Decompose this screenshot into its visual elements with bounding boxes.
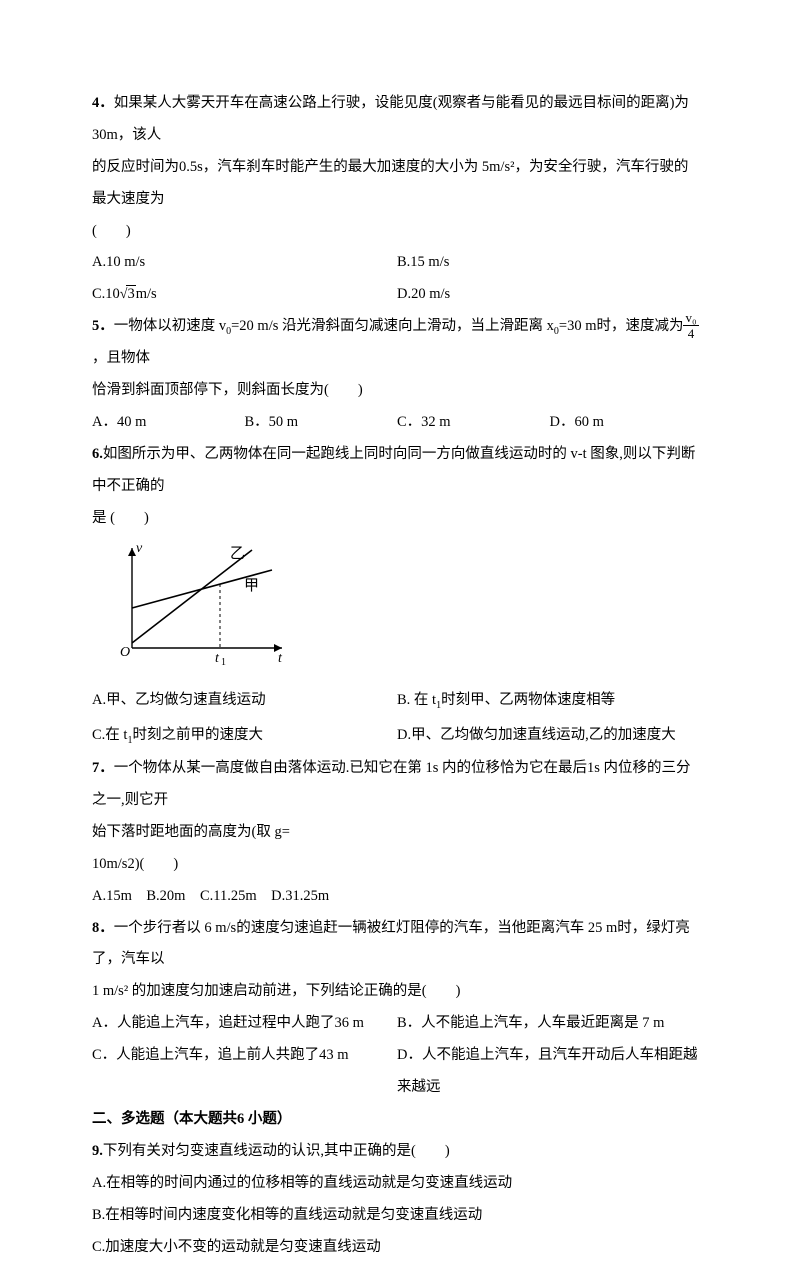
q4-c-pre: C.10 — [92, 286, 120, 302]
q6-opt-b: B. 在 t1时刻甲、乙两物体速度相等 — [397, 683, 702, 718]
q8-number: 8． — [92, 920, 114, 936]
graph-t-axis: t — [278, 651, 283, 666]
q8-options-row2: C．人能追上汽车，追上前人共跑了43 m D．人不能追上汽车，且汽车开动后人车相… — [92, 1040, 702, 1104]
q4-opt-b: B.15 m/s — [397, 247, 702, 279]
q9-number: 9. — [92, 1143, 103, 1159]
vt-graph-icon: O v t t 1 乙 甲 — [112, 538, 292, 668]
q5-text-a2: =20 m/s 沿光滑斜面匀减速向上滑动，当上滑距离 x — [231, 318, 554, 334]
q7-number: 7． — [92, 760, 114, 776]
page: 4．如果某人大雾天开车在高速公路上行驶，设能见度(观察者与能看见的最远目标间的距… — [0, 0, 794, 1123]
q5-frac-num: v₀ — [683, 311, 698, 326]
graph-v-axis: v — [136, 541, 143, 556]
q4-c-rad: 3 — [126, 285, 135, 302]
q7-opt-a: A.15m — [92, 888, 132, 904]
q8-line2: 1 m/s² 的加速度匀加速启动前进，下列结论正确的是( ) — [92, 976, 702, 1008]
q7-options: A.15m B.20m C.11.25m D.31.25m — [92, 881, 702, 913]
q4-line1: 4．如果某人大雾天开车在高速公路上行驶，设能见度(观察者与能看见的最远目标间的距… — [92, 88, 702, 152]
q4-number: 4． — [92, 95, 114, 111]
q6-number: 6. — [92, 446, 103, 462]
q4-opt-a: A.10 m/s — [92, 247, 397, 279]
sqrt-icon: 3 — [120, 279, 136, 311]
q8-opt-d: D．人不能追上汽车，且汽车开动后人车相距越来越远 — [397, 1040, 702, 1104]
q7-text-a: 一个物体从某一高度做自由落体运动.已知它在第 1s 内的位移恰为它在最后1s 内… — [92, 760, 691, 808]
q6-options-row1: A.甲、乙均做匀速直线运动 B. 在 t1时刻甲、乙两物体速度相等 — [92, 683, 702, 718]
q6-line2: 是 ( ) — [92, 503, 702, 535]
q8-options-row1: A．人能追上汽车，追赶过程中人跑了36 m B．人不能追上汽车，人车最近距离是 … — [92, 1008, 702, 1040]
q5-number: 5． — [92, 318, 114, 334]
q4-opt-d: D.20 m/s — [397, 279, 702, 311]
q5-text-a3: =30 m时，速度减为 — [559, 318, 684, 334]
q5-text-a: 一物体以初速度 v — [114, 318, 226, 334]
q7-line2: 始下落时距地面的高度为(取 g= — [92, 817, 702, 849]
q5-opt-c: C．32 m — [397, 407, 550, 439]
q4-opt-c: C.10 3m/s — [92, 279, 397, 311]
q5-frac-den: 4 — [683, 326, 698, 340]
q7-opt-c: C.11.25m — [200, 888, 257, 904]
q5-line2: 恰滑到斜面顶部停下，则斜面长度为( ) — [92, 375, 702, 407]
q8-opt-c: C．人能追上汽车，追上前人共跑了43 m — [92, 1040, 397, 1104]
q6-options-row2: C.在 t1时刻之前甲的速度大 D.甲、乙均做匀加速直线运动,乙的加速度大 — [92, 718, 702, 753]
q8-line1: 8．一个步行者以 6 m/s的速度匀速追赶一辆被红灯阻停的汽车，当他距离汽车 2… — [92, 913, 702, 977]
q9-opt-a: A.在相等的时间内通过的位移相等的直线运动就是匀变速直线运动 — [92, 1168, 702, 1200]
graph-t1-sub: 1 — [221, 657, 226, 668]
q6-opt-d: D.甲、乙均做匀加速直线运动,乙的加速度大 — [397, 718, 702, 753]
q5-opt-d: D．60 m — [550, 407, 703, 439]
graph-label-yi: 乙 — [230, 546, 245, 562]
q6-opt-a: A.甲、乙均做匀速直线运动 — [92, 683, 397, 718]
graph-label-jia: 甲 — [244, 578, 259, 594]
q9-line1: 9.下列有关对匀变速直线运动的认识,其中正确的是( ) — [92, 1136, 702, 1168]
q8-opt-a: A．人能追上汽车，追赶过程中人跑了36 m — [92, 1008, 397, 1040]
q7-line1: 7．一个物体从某一高度做自由落体运动.已知它在第 1s 内的位移恰为它在最后1s… — [92, 753, 702, 817]
q4-text-a: 如果某人大雾天开车在高速公路上行驶，设能见度(观察者与能看见的最远目标间的距离)… — [92, 95, 689, 143]
q4-options-row2: C.10 3m/s D.20 m/s — [92, 279, 702, 311]
q4-line2: 的反应时间为0.5s，汽车刹车时能产生的最大加速度的大小为 5m/s²，为安全行… — [92, 152, 702, 216]
graph-t1: t — [215, 651, 220, 666]
fraction-icon: v₀4 — [683, 311, 698, 340]
q6-graph: O v t t 1 乙 甲 — [112, 538, 702, 681]
q9-opt-b: B.在相等时间内速度变化相等的直线运动就是匀变速直线运动 — [92, 1200, 702, 1232]
q5-options: A．40 m B．50 m C．32 m D．60 m — [92, 407, 702, 439]
section-2-title: 二、多选题（本大题共6 小题） — [92, 1104, 702, 1136]
q5-opt-a: A．40 m — [92, 407, 245, 439]
q7-opt-d: D.31.25m — [271, 888, 329, 904]
q6-opt-c: C.在 t1时刻之前甲的速度大 — [92, 718, 397, 753]
q6-b-pre: B. 在 t — [397, 692, 436, 708]
q9-opt-c: C.加速度大小不变的运动就是匀变速直线运动 — [92, 1232, 702, 1263]
q6-b-post: 时刻甲、乙两物体速度相等 — [441, 692, 615, 708]
q7-line3: 10m/s2)( ) — [92, 849, 702, 881]
q4-line3: ( ) — [92, 216, 702, 248]
q6-c-post: 时刻之前甲的速度大 — [132, 727, 263, 743]
q5-opt-b: B．50 m — [245, 407, 398, 439]
q6-text-a: 如图所示为甲、乙两物体在同一起跑线上同时向同一方向做直线运动时的 v-t 图象,… — [92, 446, 695, 494]
q4-options-row1: A.10 m/s B.15 m/s — [92, 247, 702, 279]
q4-c-post: m/s — [136, 286, 157, 302]
q5-text-a4: ，且物体 — [92, 350, 150, 366]
graph-O: O — [120, 645, 130, 660]
q7-opt-b: B.20m — [146, 888, 185, 904]
q5-line1: 5．一物体以初速度 v0=20 m/s 沿光滑斜面匀减速向上滑动，当上滑距离 x… — [92, 311, 702, 375]
q9-text-a: 下列有关对匀变速直线运动的认识,其中正确的是( ) — [103, 1143, 450, 1159]
q6-line1: 6.如图所示为甲、乙两物体在同一起跑线上同时向同一方向做直线运动时的 v-t 图… — [92, 439, 702, 503]
q8-text-a: 一个步行者以 6 m/s的速度匀速追赶一辆被红灯阻停的汽车，当他距离汽车 25 … — [92, 920, 690, 968]
q6-c-pre: C.在 t — [92, 727, 127, 743]
q8-opt-b: B．人不能追上汽车，人车最近距离是 7 m — [397, 1008, 702, 1040]
